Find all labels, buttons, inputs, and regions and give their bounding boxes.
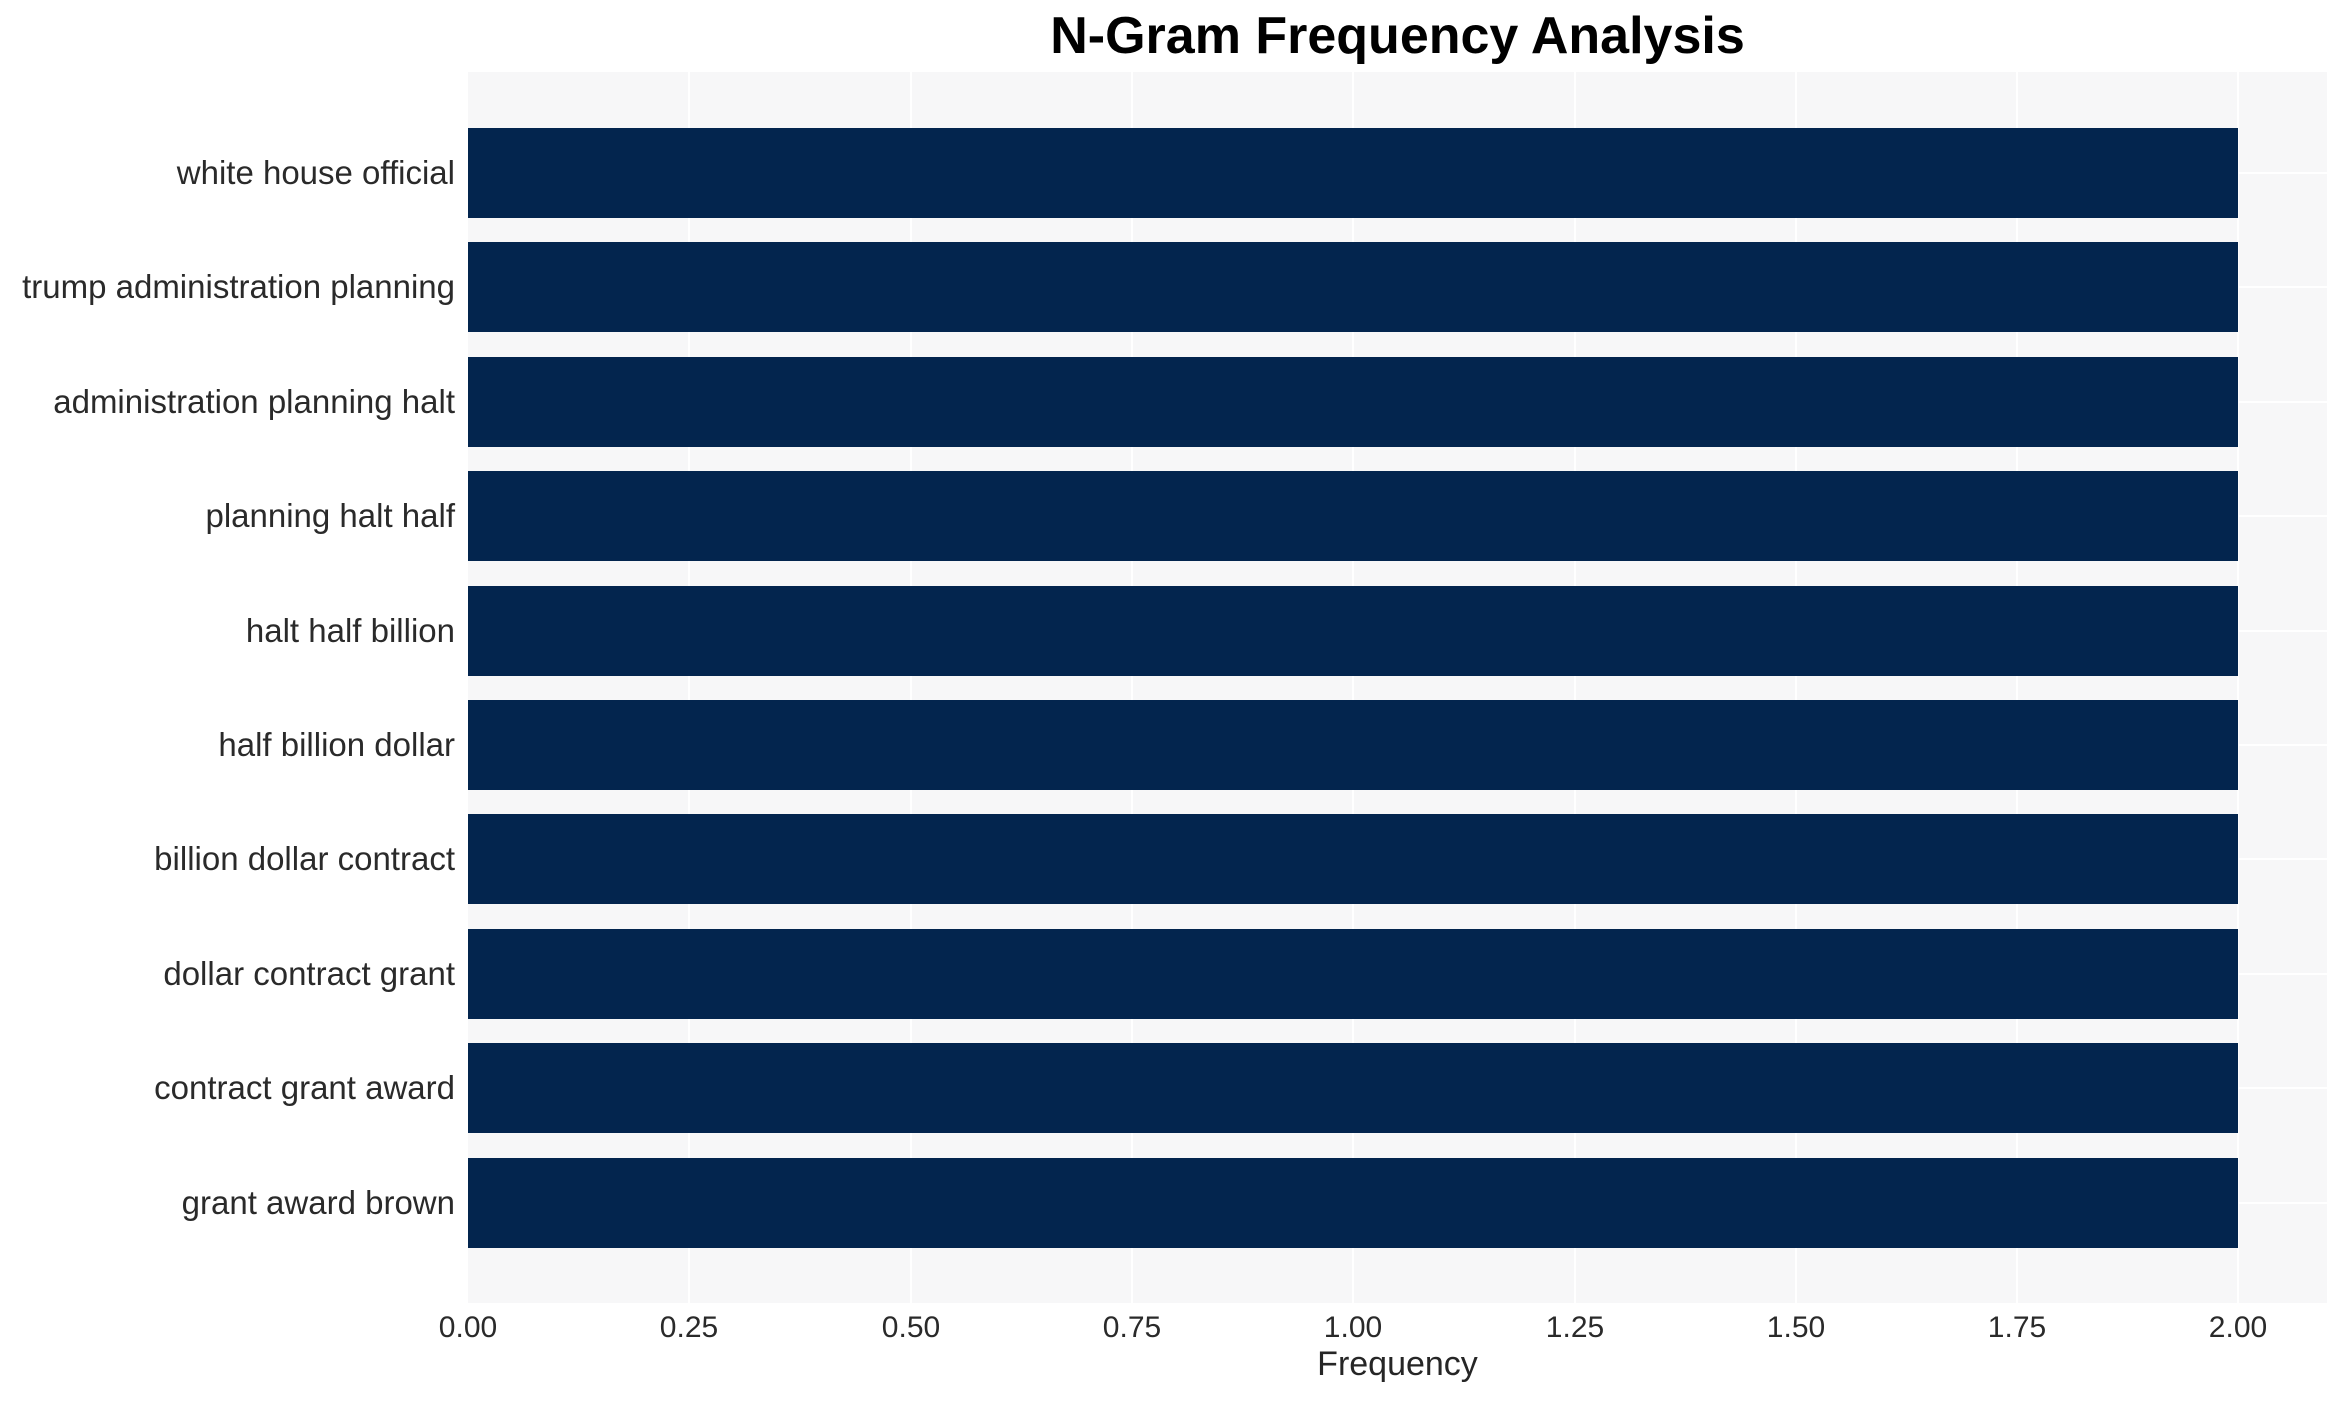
x-tick-label: 0.75 bbox=[1102, 1311, 1162, 1344]
bar-9 bbox=[468, 1043, 2238, 1133]
y-axis-label: dollar contract grant bbox=[163, 955, 455, 992]
gridline-vertical bbox=[1795, 72, 1797, 1303]
bar-6 bbox=[468, 700, 2238, 790]
x-tick-label: 2.00 bbox=[2208, 1311, 2268, 1344]
gridline-vertical bbox=[688, 72, 690, 1303]
bar-2 bbox=[468, 242, 2238, 332]
y-axis-label: trump administration planning bbox=[22, 268, 455, 305]
y-axis-label: halt half billion bbox=[245, 612, 455, 649]
y-axis-label: white house official bbox=[176, 154, 455, 191]
bar-10 bbox=[468, 1158, 2238, 1248]
y-axis-label: administration planning halt bbox=[53, 383, 455, 420]
plot-area bbox=[468, 72, 2327, 1303]
bar-7 bbox=[468, 814, 2238, 904]
chart-title: N-Gram Frequency Analysis bbox=[1050, 7, 1745, 65]
y-axis-label: contract grant award bbox=[154, 1069, 455, 1106]
bar-3 bbox=[468, 357, 2238, 447]
bar-8 bbox=[468, 929, 2238, 1019]
x-tick-label: 0.00 bbox=[438, 1311, 498, 1344]
gridline-vertical bbox=[1131, 72, 1133, 1303]
x-tick-label: 1.75 bbox=[1987, 1311, 2047, 1344]
y-axis-label: half billion dollar bbox=[218, 726, 455, 763]
gridline-vertical bbox=[1574, 72, 1576, 1303]
gridline-vertical bbox=[910, 72, 912, 1303]
x-axis-title: Frequency bbox=[1317, 1345, 1478, 1383]
gridline-vertical bbox=[2237, 72, 2239, 1303]
x-tick-label: 1.50 bbox=[1766, 1311, 1826, 1344]
x-tick-label: 1.25 bbox=[1545, 1311, 1605, 1344]
x-tick-label: 1.00 bbox=[1323, 1311, 1383, 1344]
y-axis-label: billion dollar contract bbox=[154, 840, 455, 877]
y-axis-label: planning halt half bbox=[205, 497, 455, 534]
y-axis-label: grant award brown bbox=[181, 1184, 455, 1221]
bar-1 bbox=[468, 128, 2238, 218]
bar-4 bbox=[468, 471, 2238, 561]
gridline-vertical bbox=[2016, 72, 2018, 1303]
gridline-vertical bbox=[1352, 72, 1354, 1303]
x-tick-label: 0.50 bbox=[881, 1311, 941, 1344]
x-tick-label: 0.25 bbox=[659, 1311, 719, 1344]
bar-5 bbox=[468, 586, 2238, 676]
